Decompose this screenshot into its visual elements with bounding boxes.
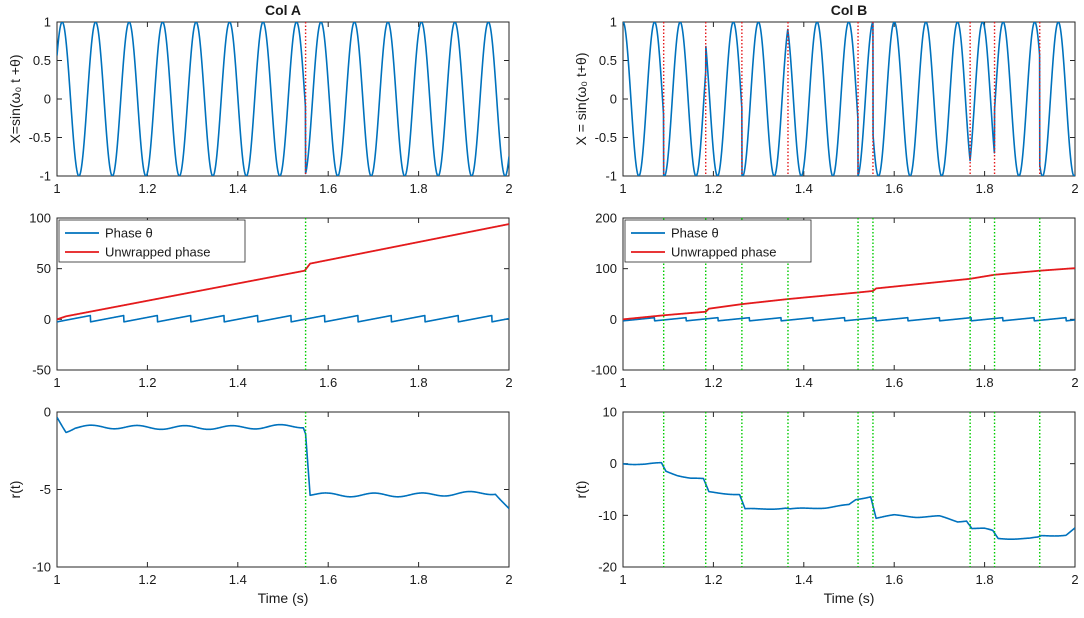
y-tick-label: 1 (44, 15, 51, 30)
y-axis-label: r(t) (7, 481, 23, 499)
x-tick-label: 2 (505, 181, 512, 196)
x-tick-label: 1.4 (795, 375, 813, 390)
y-tick-label: 10 (603, 405, 617, 420)
plot-area (57, 412, 509, 567)
axes-box (622, 411, 1076, 568)
y-tick-label: -1 (605, 169, 617, 184)
legend: Phase θ Unwrapped phase (58, 219, 246, 263)
series-line-signal (57, 416, 509, 510)
plot-area (623, 22, 1075, 176)
y-tick-label: 0 (44, 405, 51, 420)
y-tick-label: -100 (591, 363, 617, 378)
x-tick-label: 1 (619, 375, 626, 390)
y-tick-label: -50 (32, 363, 51, 378)
plot-area (57, 218, 509, 370)
x-tick-label: 2 (1071, 572, 1078, 587)
x-tick-label: 1.6 (885, 572, 903, 587)
x-tick-label: 1.8 (410, 181, 428, 196)
x-tick-label: 2 (1071, 375, 1078, 390)
y-tick-label: 0 (610, 456, 617, 471)
y-tick-label: -5 (39, 482, 51, 497)
x-tick-label: 1.4 (795, 572, 813, 587)
x-tick-label: 1.4 (229, 181, 247, 196)
x-tick-label: 1.8 (976, 181, 994, 196)
y-tick-label: 100 (595, 261, 617, 276)
x-tick-label: 2 (505, 375, 512, 390)
y-tick-label: -0.5 (595, 130, 617, 145)
x-tick-label: 1.4 (229, 572, 247, 587)
legend-label: Phase θ (671, 226, 719, 241)
x-tick-label: 1 (619, 572, 626, 587)
x-tick-label: 1.6 (319, 181, 337, 196)
y-tick-label: 0.5 (33, 53, 51, 68)
x-tick-label: 1.2 (138, 181, 156, 196)
plot-area (57, 22, 509, 176)
legend: Phase θ Unwrapped phase (624, 219, 812, 263)
panel-A-r: 1 1.2 1.4 1.6 1.8 2 -10 -5 0 r(t) Time (s) (7, 405, 513, 607)
series-line-unwrapped-phase (57, 223, 509, 321)
series-line-signal (623, 22, 1075, 176)
x-tick-label: 1 (53, 181, 60, 196)
panel-title: Col A (265, 2, 301, 18)
series-line-phase (623, 316, 1075, 322)
panel-A-signal: 1 1.2 1.4 1.6 1.8 2 -1 -0.5 0 0.5 1 Col A X=sin(ω₀ t… (7, 2, 513, 196)
x-tick-label: 1.8 (976, 375, 994, 390)
x-axis-label: Time (s) (258, 590, 309, 606)
x-tick-label: 1 (619, 181, 626, 196)
x-tick-label: 1.8 (410, 572, 428, 587)
y-tick-label: -20 (598, 560, 617, 575)
series-line-phase (57, 314, 509, 323)
x-tick-label: 1.4 (229, 375, 247, 390)
y-tick-label: 200 (595, 211, 617, 226)
legend-label: Unwrapped phase (671, 245, 777, 260)
y-tick-label: -10 (32, 560, 51, 575)
x-tick-label: 1.2 (704, 181, 722, 196)
legend-label: Unwrapped phase (105, 245, 211, 260)
x-tick-label: 2 (505, 572, 512, 587)
x-tick-label: 1.2 (704, 375, 722, 390)
x-tick-label: 1.6 (885, 375, 903, 390)
panel-B-signal: 1 1.2 1.4 1.6 1.8 2 -1 -0.5 0 0.5 1 Col B X = sin(ω₀… (573, 2, 1079, 196)
x-tick-label: 1.4 (795, 181, 813, 196)
x-tick-label: 1 (53, 572, 60, 587)
series-line-signal (57, 22, 509, 176)
y-tick-label: 0 (44, 312, 51, 327)
x-tick-label: 1 (53, 375, 60, 390)
x-tick-label: 1.2 (138, 572, 156, 587)
x-tick-label: 1.6 (885, 181, 903, 196)
y-tick-label: 50 (37, 261, 51, 276)
y-axis-label: X=sin(ω₀ t +θ) (7, 54, 23, 143)
panel-title: Col B (831, 2, 868, 18)
x-tick-label: 1.6 (319, 375, 337, 390)
y-tick-label: -10 (598, 508, 617, 523)
axes-box (56, 411, 510, 568)
panel-A-phase: 1 1.2 1.4 1.6 1.8 2 -50 0 50 100 Phase θ Unwrapped … (29, 211, 512, 391)
y-tick-label: -1 (39, 169, 51, 184)
y-tick-label: 100 (29, 211, 51, 226)
y-tick-label: 0.5 (599, 53, 617, 68)
x-tick-label: 1.2 (138, 375, 156, 390)
series-line-signal (623, 461, 1075, 540)
x-tick-label: 1.8 (976, 572, 994, 587)
y-tick-label: 0 (44, 92, 51, 107)
panel-B-phase: 1 1.2 1.4 1.6 1.8 2 -100 0 100 200 Phase θ Unwrappe… (591, 211, 1079, 391)
x-tick-label: 1.8 (410, 375, 428, 390)
y-tick-label: 0 (610, 312, 617, 327)
x-tick-label: 2 (1071, 181, 1078, 196)
y-tick-label: -0.5 (29, 130, 51, 145)
legend-label: Phase θ (105, 226, 153, 241)
y-axis-label: r(t) (573, 481, 589, 499)
x-tick-label: 1.6 (319, 572, 337, 587)
panel-B-r: 1 1.2 1.4 1.6 1.8 2 -20 -10 0 10 r(t) Time (s) (573, 405, 1079, 607)
plot-area (623, 412, 1075, 567)
y-axis-label: X = sin(ω₀ t+θ) (573, 53, 589, 146)
series-line-unwrapped-phase (623, 267, 1075, 321)
y-tick-label: 1 (610, 15, 617, 30)
x-axis-label: Time (s) (824, 590, 875, 606)
y-tick-label: 0 (610, 92, 617, 107)
x-tick-label: 1.2 (704, 572, 722, 587)
